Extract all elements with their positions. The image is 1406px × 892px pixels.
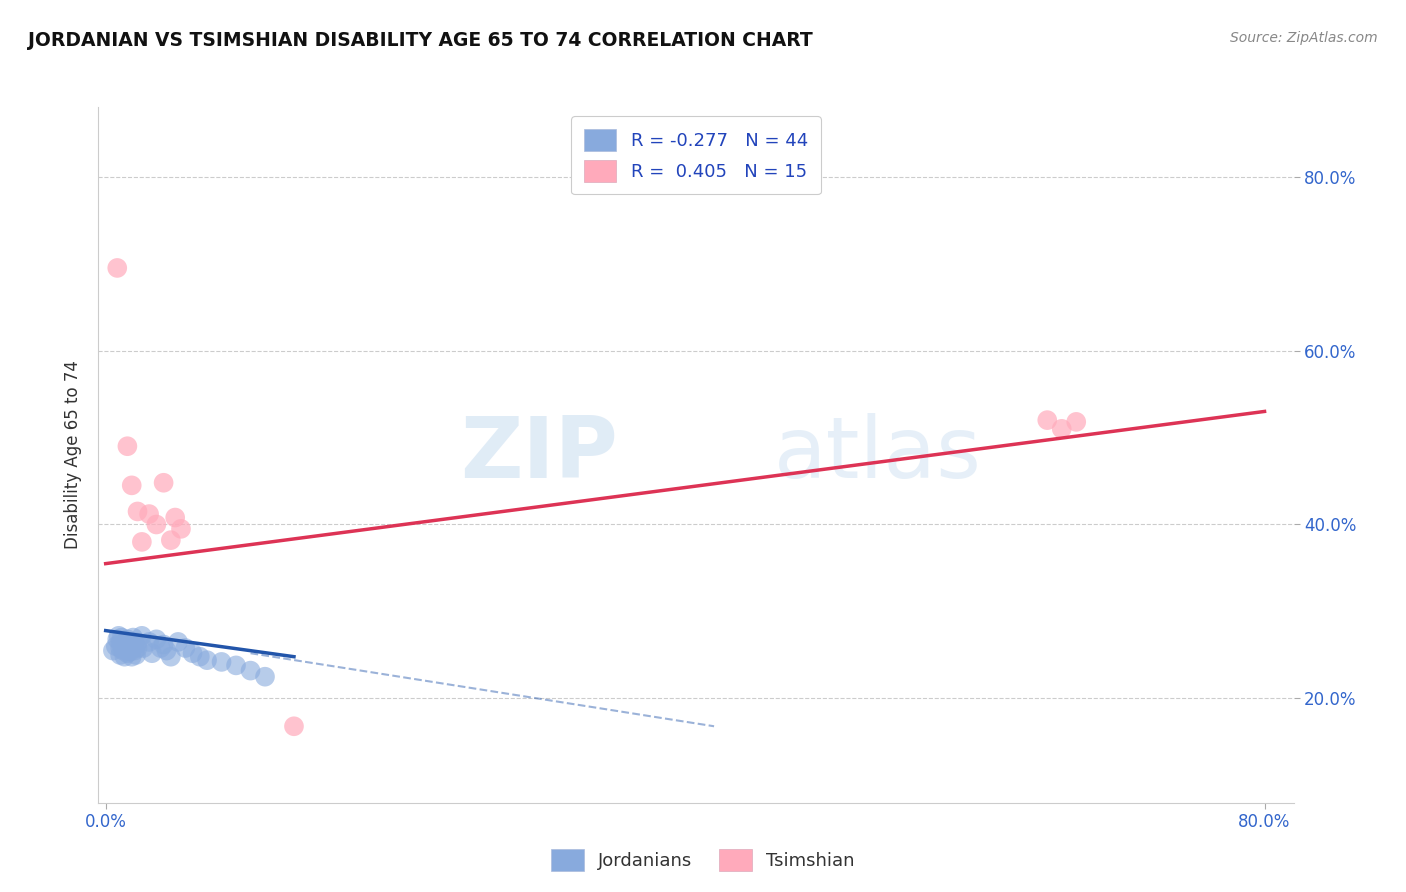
Point [124, 643, 146, 657]
Point [117, 632, 139, 647]
Point [167, 635, 190, 649]
Point [121, 638, 143, 652]
Point [1036, 413, 1059, 427]
Point [1064, 415, 1087, 429]
Point [122, 631, 145, 645]
Point [127, 640, 149, 655]
Point [108, 636, 131, 650]
Point [108, 648, 131, 662]
Point [121, 478, 143, 492]
Point [124, 635, 146, 649]
Point [127, 504, 149, 518]
Point [1050, 422, 1073, 436]
Point [145, 632, 167, 647]
Point [160, 649, 183, 664]
Text: atlas: atlas [773, 413, 981, 497]
Legend: Jordanians, Tsimshian: Jordanians, Tsimshian [544, 842, 862, 879]
Point [114, 649, 136, 664]
Point [188, 649, 211, 664]
Point [160, 533, 183, 548]
Point [283, 719, 305, 733]
Point [112, 643, 135, 657]
Text: Source: ZipAtlas.com: Source: ZipAtlas.com [1230, 31, 1378, 45]
Point [120, 644, 142, 658]
Point [195, 653, 218, 667]
Point [155, 643, 177, 657]
Point [127, 636, 149, 650]
Point [121, 649, 143, 664]
Y-axis label: Disability Age 65 to 74: Disability Age 65 to 74 [65, 360, 83, 549]
Point [131, 534, 153, 549]
Point [107, 629, 129, 643]
Point [118, 640, 141, 654]
Point [165, 510, 187, 524]
Point [253, 670, 276, 684]
Point [112, 638, 135, 652]
Point [239, 664, 262, 678]
Point [124, 639, 146, 653]
Point [117, 646, 139, 660]
Point [105, 260, 128, 275]
Point [131, 629, 153, 643]
Point [101, 643, 124, 657]
Point [117, 439, 139, 453]
Point [152, 638, 174, 652]
Legend: R = -0.277   N = 44, R =  0.405   N = 15: R = -0.277 N = 44, R = 0.405 N = 15 [571, 116, 821, 194]
Point [108, 640, 131, 655]
Point [174, 640, 197, 655]
Point [145, 517, 167, 532]
Point [110, 631, 132, 645]
Point [138, 507, 160, 521]
Point [132, 640, 155, 655]
Point [125, 648, 148, 662]
Point [211, 655, 233, 669]
Point [104, 639, 127, 653]
Point [170, 522, 193, 536]
Point [225, 658, 247, 673]
Point [114, 642, 136, 657]
Text: JORDANIAN VS TSIMSHIAN DISABILITY AGE 65 TO 74 CORRELATION CHART: JORDANIAN VS TSIMSHIAN DISABILITY AGE 65… [28, 31, 813, 50]
Point [105, 632, 128, 647]
Point [149, 640, 172, 655]
Text: ZIP: ZIP [461, 413, 619, 497]
Point [115, 639, 138, 653]
Point [152, 475, 174, 490]
Point [141, 646, 163, 660]
Point [181, 646, 204, 660]
Point [138, 635, 160, 649]
